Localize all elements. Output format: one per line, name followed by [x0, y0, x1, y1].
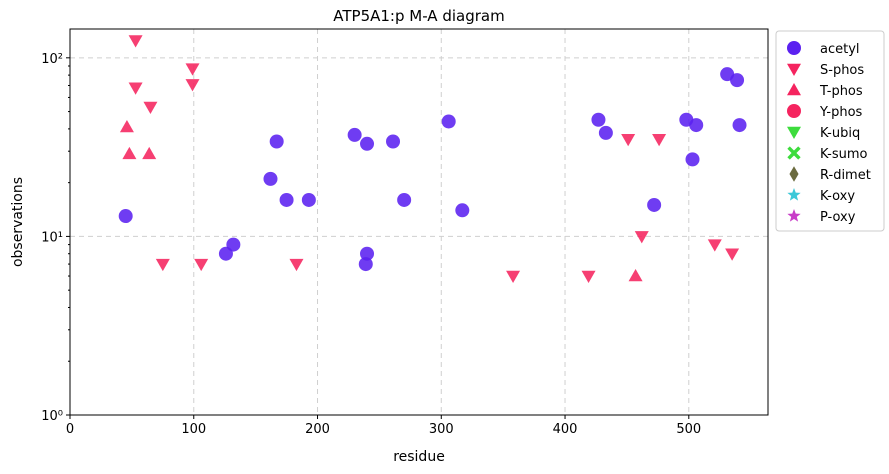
data-point [707, 239, 722, 252]
data-point [598, 125, 613, 140]
x-tick-label: 0 [66, 422, 74, 437]
plot-frame [69, 28, 769, 416]
legend-label: acetyl [820, 42, 860, 57]
data-point [279, 192, 294, 207]
data-point [289, 258, 304, 272]
data-point [689, 118, 704, 133]
data-point [122, 146, 137, 160]
legend-label: P-oxy [820, 210, 856, 225]
data-point [155, 258, 170, 272]
data-point [628, 269, 643, 282]
data-point [194, 258, 209, 272]
legend-marker [787, 104, 801, 118]
legend-marker [787, 209, 801, 222]
legend-label: K-ubiq [820, 126, 860, 141]
data-point [730, 73, 745, 88]
legend-label: K-oxy [820, 189, 855, 204]
y-tick-label: 10⁰ [41, 409, 63, 424]
data-point [263, 171, 278, 186]
data-point [441, 114, 456, 129]
data-point [128, 82, 143, 95]
data-point [652, 133, 667, 147]
data-point [185, 63, 200, 76]
data-point [397, 192, 412, 207]
y-tick-label: 10¹ [41, 230, 63, 245]
data-point [581, 270, 596, 284]
data-point [360, 246, 375, 261]
legend-label: K-sumo [820, 147, 868, 162]
x-axis-label: residue [393, 449, 445, 465]
data-point [634, 231, 649, 244]
x-tick-label: 300 [429, 422, 454, 437]
legend-label: S-phos [820, 63, 864, 78]
gridlines [70, 29, 768, 415]
data-point [142, 146, 157, 160]
data-point [301, 192, 316, 207]
legend-marker [787, 83, 801, 96]
legend-marker [789, 166, 799, 182]
data-point [358, 257, 373, 272]
data-point [386, 134, 401, 149]
data-point [506, 270, 521, 284]
data-point [732, 118, 747, 133]
legend-marker [787, 188, 801, 201]
data-points [118, 35, 747, 284]
data-point [647, 197, 662, 212]
legend-marker [787, 41, 801, 55]
y-axis: 10⁰ 10¹ 10² [41, 52, 70, 424]
data-point [128, 35, 143, 48]
data-point [347, 127, 362, 142]
x-axis: 0 100 200 300 400 500 [66, 415, 701, 437]
data-point [269, 134, 284, 149]
legend-label: Y-phos [819, 105, 863, 120]
data-point [725, 248, 740, 261]
data-point [455, 203, 470, 218]
data-point [591, 112, 606, 127]
data-point [143, 101, 158, 115]
x-tick-label: 500 [676, 422, 701, 437]
data-point [226, 237, 241, 252]
data-point [685, 152, 700, 167]
legend-marker [787, 63, 801, 76]
x-tick-label: 100 [181, 422, 206, 437]
data-point [118, 209, 133, 224]
y-tick-label: 10² [41, 52, 63, 67]
data-point [119, 119, 134, 133]
legend-marker [787, 146, 801, 160]
y-axis-label: observations [10, 177, 26, 267]
legend-label: R-dimet [820, 168, 871, 183]
legend-marker [787, 126, 801, 139]
data-point [360, 136, 375, 151]
legend-label: T-phos [819, 84, 863, 99]
data-point [185, 79, 200, 92]
chart-title: ATP5A1:p M-A diagram [333, 7, 504, 25]
x-tick-label: 400 [553, 422, 578, 437]
x-tick-label: 200 [305, 422, 330, 437]
legend: acetyl S-phos T-phos Y-phos K-ubiq K-sumo R-di… [775, 30, 885, 232]
legend-box [775, 30, 885, 232]
data-point [621, 133, 636, 147]
